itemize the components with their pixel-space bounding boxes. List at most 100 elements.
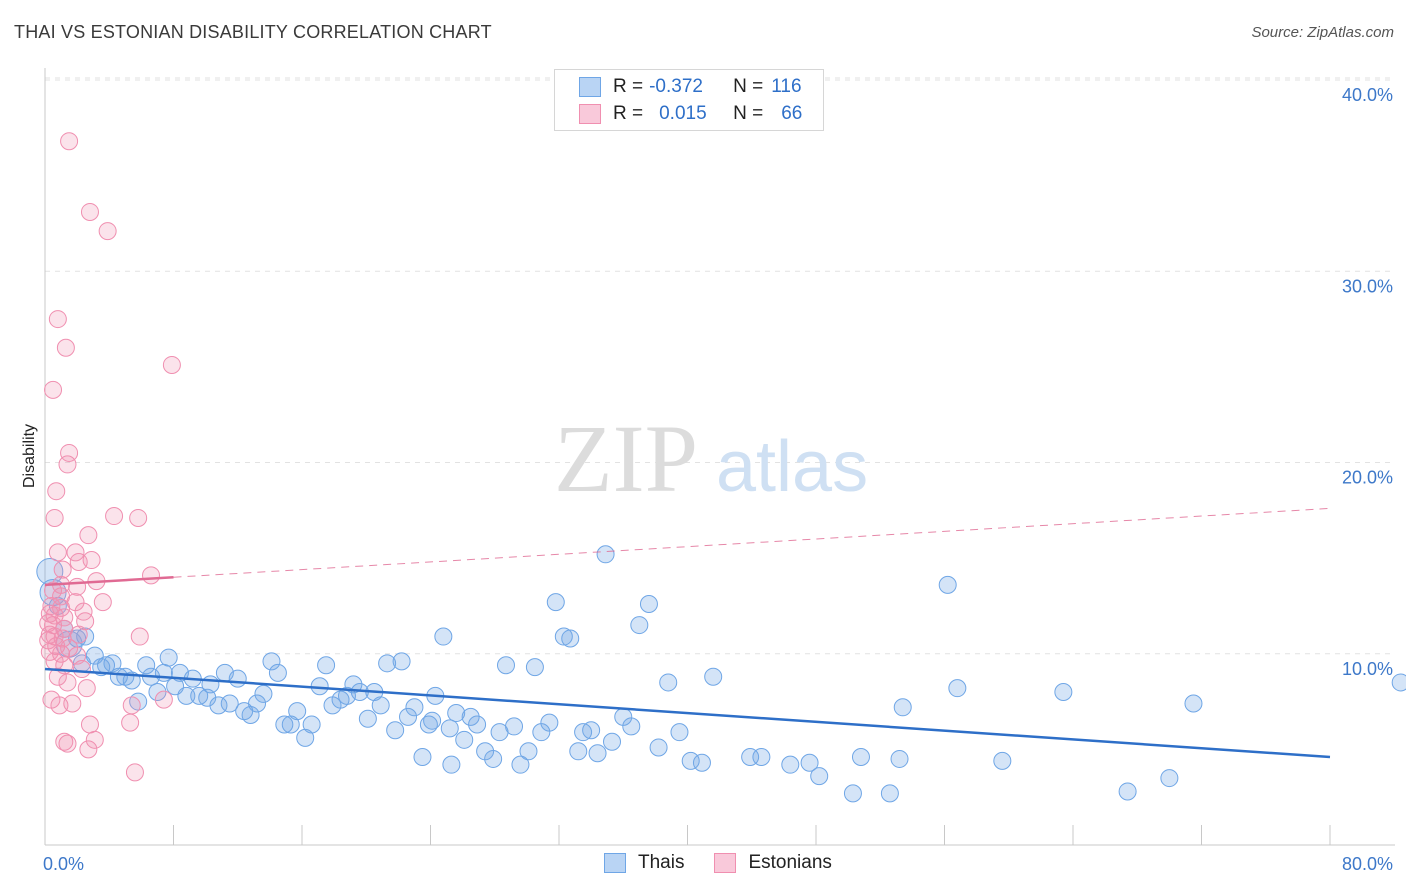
- estonians-point: [77, 679, 96, 698]
- estonians-point: [52, 598, 71, 617]
- legend-r-value: 0.015: [659, 103, 707, 124]
- axes: [44, 68, 1395, 846]
- thais-point: [569, 742, 588, 761]
- thais-point: [262, 652, 281, 671]
- estonians-point: [162, 355, 181, 374]
- thais-point: [228, 669, 247, 688]
- estonians-swatch: [579, 104, 601, 124]
- estonians-point: [93, 593, 112, 612]
- legend-r-label: R =: [613, 76, 644, 97]
- y-tick-label: 40.0%: [1342, 85, 1393, 105]
- thais-point: [76, 627, 95, 646]
- estonians-point: [58, 455, 77, 474]
- estonians-point: [58, 673, 77, 692]
- estonians-point: [60, 443, 79, 462]
- legend-r-value: -0.372: [649, 76, 703, 97]
- thais-point: [752, 748, 771, 767]
- thais-point: [639, 595, 658, 614]
- legend-thais-label: Thais: [638, 852, 685, 873]
- thais-point: [582, 721, 601, 740]
- estonians-point: [80, 202, 99, 221]
- estonians-point: [68, 577, 87, 596]
- estonians-trend-extension: [173, 507, 1331, 578]
- estonians-point: [130, 627, 149, 646]
- estonians-point: [60, 132, 79, 151]
- estonians-point: [44, 380, 63, 399]
- estonians-point: [98, 222, 117, 241]
- estonians-legend-swatch: [714, 853, 737, 873]
- y-tick-label: 20.0%: [1342, 468, 1393, 488]
- y-axis-title: Disability: [21, 424, 38, 488]
- estonians-point: [48, 543, 67, 562]
- estonians-point: [142, 566, 161, 585]
- thais-point: [177, 686, 196, 705]
- thais-point: [455, 730, 474, 749]
- legend-r-label: R =: [613, 103, 644, 124]
- estonians-point: [69, 552, 88, 571]
- estonians-point: [125, 763, 144, 782]
- thais-point: [248, 694, 267, 713]
- legend-n-label: N =: [733, 76, 764, 97]
- thais-point: [630, 616, 649, 635]
- estonians-point: [56, 338, 75, 357]
- legend-row-estonians: R = 0.015 N = 66: [579, 101, 802, 127]
- estonians-point: [72, 660, 91, 679]
- stats-legend: R = -0.372 N = 116 R = 0.015 N = 66: [554, 69, 824, 131]
- thais-point: [519, 742, 538, 761]
- thais-point: [317, 656, 336, 675]
- thais-point: [461, 707, 480, 726]
- thais-point: [588, 744, 607, 763]
- thais-point: [938, 575, 957, 594]
- thais-point: [209, 696, 228, 715]
- thais-point: [540, 713, 559, 732]
- estonians-point: [48, 310, 67, 329]
- thais-point: [670, 723, 689, 742]
- estonians-trend-line: [44, 576, 174, 587]
- thais-point: [505, 717, 524, 736]
- thais-point: [447, 704, 466, 723]
- thais-point: [1184, 694, 1203, 713]
- thais-point: [810, 767, 829, 786]
- estonians-point: [122, 696, 141, 715]
- legend-row-thais: R = -0.372 N = 116: [579, 74, 802, 100]
- thais-point: [220, 694, 239, 713]
- thais-point: [371, 696, 390, 715]
- thais-point: [800, 753, 819, 772]
- estonians-point: [74, 602, 93, 621]
- estonians-point: [79, 740, 98, 759]
- x-tick-label: 80.0%: [1342, 854, 1393, 874]
- estonians-point: [63, 694, 82, 713]
- estonians-point: [45, 508, 64, 527]
- thais-point: [484, 749, 503, 768]
- thais-point: [254, 684, 273, 703]
- legend-n-value: 66: [781, 103, 803, 124]
- thais-point: [511, 755, 530, 774]
- series-legend: Thais Estonians: [604, 852, 862, 874]
- thais-point: [386, 721, 405, 740]
- thais-point: [440, 719, 459, 738]
- estonians-point: [48, 667, 67, 686]
- estonians-point: [53, 629, 72, 648]
- chart-source: Source: ZipAtlas.com: [1251, 24, 1394, 41]
- x-tick-label: 0.0%: [43, 854, 84, 874]
- tick-labels: 10.0% 20.0% 30.0% 40.0% 0.0% 80.0%: [43, 85, 1393, 874]
- thais-point: [358, 709, 377, 728]
- legend-n-value: 116: [771, 76, 802, 97]
- legend-item-estonians: Estonians: [714, 852, 832, 874]
- estonians-point: [52, 644, 71, 663]
- legend-n-label: N =: [733, 103, 764, 124]
- thais-point: [496, 656, 515, 675]
- legend-estonians-label: Estonians: [748, 852, 832, 873]
- thais-point: [392, 652, 411, 671]
- thais-point: [148, 683, 167, 701]
- watermark-zip: ZIP: [554, 405, 698, 512]
- estonians-point: [58, 734, 77, 753]
- thais-point: [781, 755, 800, 774]
- thais-point: [890, 749, 909, 768]
- thais-point: [554, 627, 573, 646]
- estonians-point: [47, 482, 66, 501]
- thais-point: [468, 715, 487, 734]
- estonians-point: [79, 526, 98, 545]
- estonians-point: [80, 715, 99, 734]
